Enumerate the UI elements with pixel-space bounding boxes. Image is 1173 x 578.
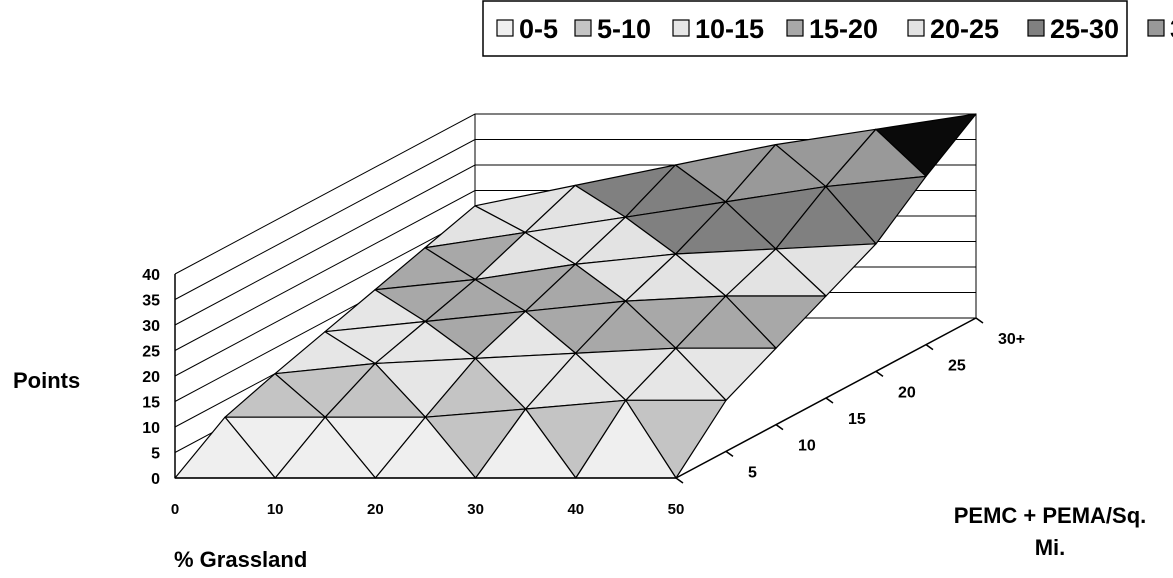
legend-label: 5-10 (597, 14, 651, 44)
z-tick-mark (825, 397, 834, 404)
legend-label: 15-20 (809, 14, 878, 44)
z-tick-label: 15 (848, 411, 866, 428)
z-tick-mark (725, 450, 734, 457)
z-axis-title-line2: Mi. (1035, 535, 1066, 560)
z-axis-title-line1: PEMC + PEMA/Sq. (954, 503, 1147, 528)
x-tick-label: 20 (367, 501, 384, 518)
legend-label: 20-25 (930, 14, 999, 44)
z-tick-label: 25 (948, 358, 966, 375)
z-tick-mark (675, 477, 684, 484)
legend-swatch (496, 19, 514, 37)
y-axis-title: Points (13, 368, 80, 393)
legend-label: 30-35 (1170, 14, 1173, 44)
y-tick-label: 40 (142, 267, 160, 284)
surface-plot (174, 113, 977, 479)
y-tick-label: 20 (142, 369, 160, 386)
legend-swatch (907, 19, 925, 37)
y-tick-label: 25 (142, 344, 160, 361)
x-axis-title: % Grassland (174, 547, 307, 572)
x-tick-label: 50 (668, 501, 685, 518)
legend-swatch (574, 19, 592, 37)
z-tick-mark (975, 317, 984, 324)
y-tick-label: 15 (142, 395, 160, 412)
legend-swatch (672, 19, 690, 37)
legend-label: 0-5 (519, 14, 558, 44)
y-tick-label: 35 (142, 293, 160, 310)
x-tick-label: 30 (467, 501, 484, 518)
legend-swatch (1147, 19, 1165, 37)
z-tick-mark (775, 424, 784, 431)
y-tick-label: 0 (151, 471, 160, 488)
x-tick-label: 0 (171, 501, 179, 518)
y-tick-label: 10 (142, 420, 160, 437)
legend-swatch (1027, 19, 1045, 37)
z-tick-label: 30+ (998, 331, 1025, 348)
legend-label: 25-30 (1050, 14, 1119, 44)
z-tick-label: 20 (898, 384, 916, 401)
x-tick-label: 40 (567, 501, 584, 518)
z-tick-mark (925, 344, 934, 351)
z-tick-label: 10 (798, 438, 816, 455)
legend-label: 10-15 (695, 14, 764, 44)
y-tick-label: 5 (151, 446, 160, 463)
y-tick-label: 30 (142, 318, 160, 335)
x-tick-label: 10 (267, 501, 284, 518)
legend-swatch (786, 19, 804, 37)
z-tick-label: 5 (748, 464, 757, 481)
z-tick-mark (875, 370, 884, 377)
axes: 0 5 10 15 20 25 30 35 40 0 10 20 30 40 50 5 10 15 20 25 30+ (142, 267, 1025, 518)
